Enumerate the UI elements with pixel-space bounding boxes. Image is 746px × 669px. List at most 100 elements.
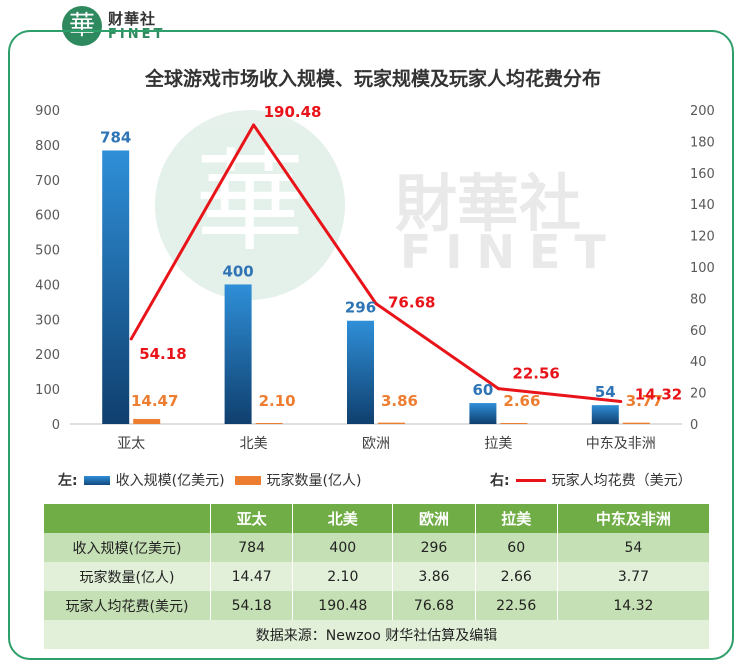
y-right-tick-label: 100 [690, 261, 715, 276]
table-header-cell: 北美 [292, 504, 394, 533]
table-cell: 14.47 [210, 562, 294, 591]
y-left-tick-label: 400 [35, 278, 60, 293]
table-cell: 400 [292, 533, 394, 562]
legend-spend-text: 玩家人均花费（美元） [551, 473, 692, 489]
table-header-cell: 欧洲 [392, 504, 476, 533]
spend-point [496, 387, 500, 391]
revenue-bar [469, 403, 497, 424]
table-cell: 14.32 [557, 591, 711, 620]
spend-data-label: 76.68 [388, 294, 435, 312]
y-right-tick-label: 0 [690, 418, 698, 433]
table-cell: 54.18 [210, 591, 294, 620]
y-left-tick-label: 0 [52, 418, 60, 433]
table-cell: 296 [392, 533, 476, 562]
table-cell: 22.56 [475, 591, 558, 620]
legend-players-text: 玩家数量(亿人) [266, 473, 362, 489]
chart-data-labels: 784 400 296 60 54 14.47 2.10 3.86 2.66 3.77 54.18 1… [100, 103, 682, 410]
y-right-tick-label: 200 [690, 104, 715, 119]
table-header-blank [44, 504, 211, 533]
players-bar [500, 423, 528, 424]
table-cell: 2.66 [475, 562, 558, 591]
legend-revenue-text: 收入规模(亿美元) [115, 473, 225, 489]
y-right-tick-label: 160 [690, 167, 715, 182]
players-data-label: 14.47 [131, 392, 178, 410]
revenue-bar [347, 320, 374, 424]
table-cell: 784 [210, 533, 294, 562]
revenue-bar [224, 284, 252, 424]
revenue-bar [102, 150, 130, 424]
chart-line [129, 123, 623, 404]
y-right-tick-label: 120 [690, 230, 715, 245]
chart-bars [102, 150, 650, 424]
table-source-note: 数据来源：Newzoo 财华社估算及编辑 [44, 620, 710, 649]
spend-data-label: 14.32 [635, 386, 682, 404]
finet-logo-badge: 華 [62, 6, 102, 46]
table-header-cell: 亚太 [210, 504, 294, 533]
table-header-cell: 中东及非洲 [557, 504, 711, 533]
chart-axes: 0 100 200 300 400 500 600 700 800 900 0 20 40 60 80 100… [35, 104, 715, 452]
watermark: 華 財華社 FINET [155, 110, 620, 300]
y-right-tick-label: 140 [690, 198, 715, 213]
table-cell: 3.77 [557, 562, 711, 591]
y-right-tick-label: 80 [690, 292, 707, 307]
players-data-label: 3.86 [381, 392, 418, 410]
y-left-tick-label: 900 [35, 104, 60, 119]
y-right-tick-label: 60 [690, 324, 707, 339]
table-cell: 54 [557, 533, 711, 562]
watermark-chinese: 財華社 [395, 167, 581, 240]
y-right-tick-label: 180 [690, 135, 715, 150]
spend-point [619, 400, 623, 404]
legend-right-label: 右: [490, 473, 510, 489]
x-category-label: 中东及非洲 [586, 436, 656, 452]
players-bar [622, 422, 650, 424]
chart-frame [8, 30, 734, 660]
table-row: 玩家数量(亿人) 14.47 2.10 3.86 2.66 3.77 [44, 562, 711, 591]
spend-data-label: 54.18 [139, 345, 186, 363]
spend-data-label: 190.48 [264, 103, 322, 121]
legend-players-swatch [234, 475, 261, 485]
table-row: 玩家人均花费(美元) 54.18 190.48 76.68 22.56 14.3… [44, 591, 711, 620]
legend-left-label: 左: [58, 473, 78, 489]
watermark-badge-circle [155, 110, 345, 300]
revenue-data-label: 400 [222, 262, 253, 280]
legend-right: 右: 玩家人均花费（美元） [490, 470, 692, 490]
table-row-label: 玩家数量(亿人) [44, 562, 211, 591]
y-left-tick-label: 300 [35, 313, 60, 328]
table-row: 收入规模(亿美元) 784 400 296 60 54 [44, 533, 711, 562]
watermark-english: FINET [400, 225, 620, 279]
players-bar [133, 418, 161, 424]
x-category-label: 拉美 [484, 436, 512, 452]
spend-point [374, 302, 378, 306]
y-left-tick-label: 200 [35, 348, 60, 363]
spend-point [252, 123, 256, 127]
table-header-cell: 拉美 [475, 504, 558, 533]
table-header-row: 亚太 北美 欧洲 拉美 中东及非洲 [44, 504, 711, 533]
finet-logo-chinese: 财華社 [108, 10, 157, 28]
table-row-label: 收入规模(亿美元) [44, 533, 211, 562]
legend-spend-swatch [515, 478, 546, 482]
players-data-label: 2.10 [259, 392, 296, 410]
revenue-data-label: 60 [472, 381, 493, 399]
x-category-label: 北美 [240, 436, 268, 452]
chart-title: 全球游戏市场收入规模、玩家规模及玩家人均花费分布 [144, 68, 601, 90]
y-right-tick-label: 20 [690, 387, 707, 402]
y-left-tick-label: 600 [35, 209, 60, 224]
revenue-data-label: 54 [595, 383, 616, 401]
x-category-label: 欧洲 [362, 436, 390, 452]
players-bar [255, 423, 283, 424]
data-table: 亚太 北美 欧洲 拉美 中东及非洲 收入规模(亿美元) 784 400 296 … [44, 504, 711, 649]
legend-left: 左: 收入规模(亿美元) 玩家数量(亿人) [58, 470, 361, 490]
players-data-label: 3.77 [626, 392, 663, 410]
watermark-badge-glyph: 華 [195, 138, 305, 266]
y-left-tick-label: 100 [35, 383, 60, 398]
table-cell: 60 [475, 533, 558, 562]
y-left-tick-label: 500 [35, 244, 60, 259]
revenue-bar [591, 405, 619, 424]
table-cell: 76.68 [392, 591, 476, 620]
revenue-data-label: 296 [345, 299, 376, 317]
spend-point [129, 337, 133, 341]
table-source-row: 数据来源：Newzoo 财华社估算及编辑 [44, 620, 710, 649]
table-cell: 2.10 [292, 562, 394, 591]
revenue-data-label: 784 [100, 128, 131, 146]
players-bar [378, 422, 405, 424]
